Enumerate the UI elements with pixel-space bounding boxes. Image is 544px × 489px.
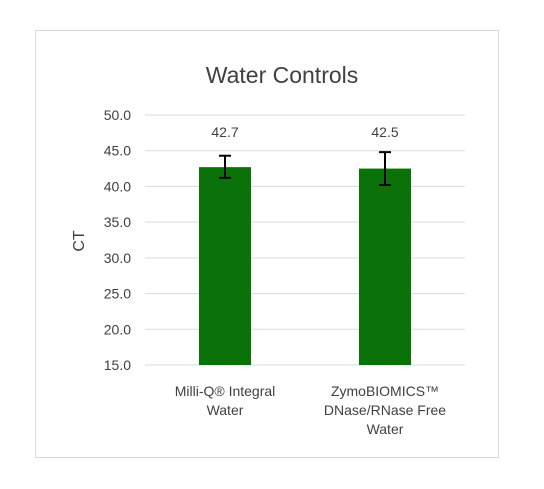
data-label: 42.7 [211,124,238,140]
x-category-label: ZymoBIOMICS™ [331,383,439,399]
y-tick-label: 30.0 [104,250,131,266]
bar [199,167,251,365]
x-category-label: Milli-Q® Integral [175,383,276,399]
y-tick-label: 45.0 [104,143,131,159]
bar [359,169,411,365]
x-category-label: Water [367,421,404,437]
chart-title: Water Controls [206,62,359,88]
y-tick-label: 50.0 [104,107,131,123]
y-tick-label: 40.0 [104,178,131,194]
y-axis-title: CT [71,230,88,252]
x-category-label: Water [207,402,244,418]
y-tick-label: 20.0 [104,321,131,337]
y-tick-label: 25.0 [104,286,131,302]
x-category-label: DNase/RNase Free [324,402,446,418]
data-label: 42.5 [371,124,398,140]
y-tick-label: 15.0 [104,357,131,373]
y-tick-label: 35.0 [104,214,131,230]
